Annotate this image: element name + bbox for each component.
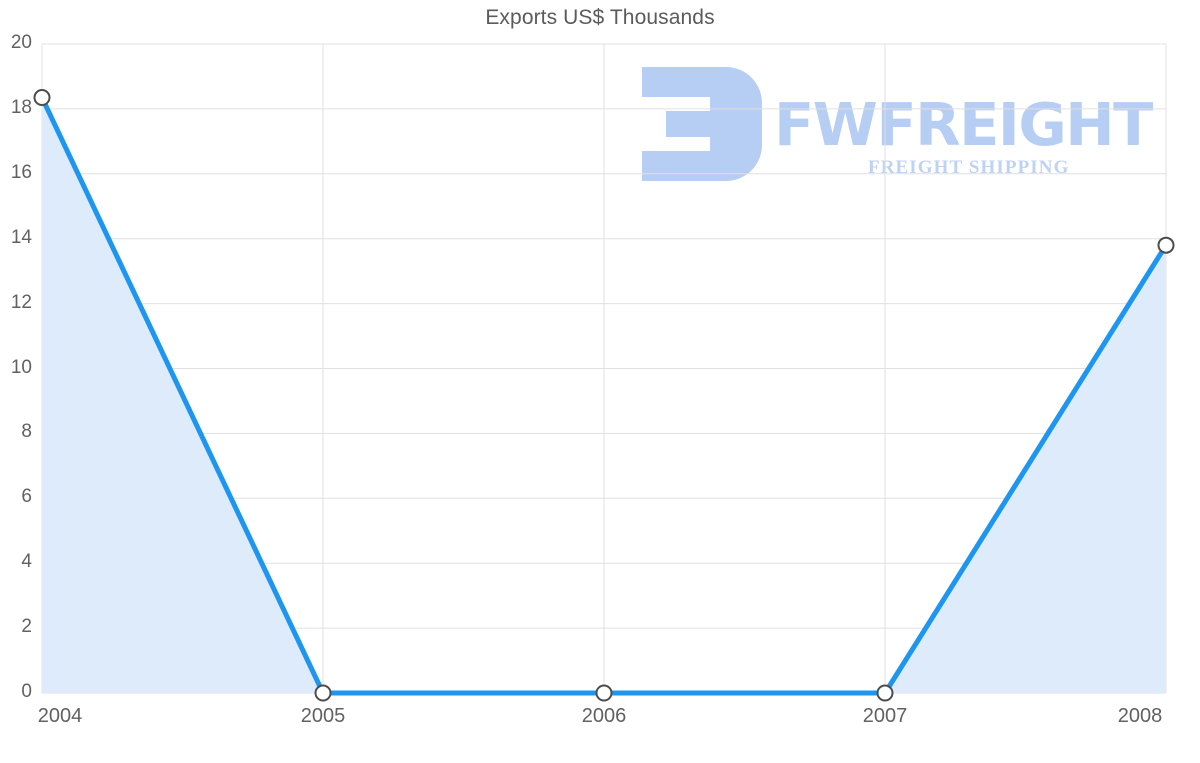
data-point-marker (876, 684, 894, 702)
x-axis-tick-label: 2006 (581, 705, 627, 727)
y-axis-tick-label: 12 (10, 291, 32, 313)
x-axis-tick-label: 2008 (1117, 705, 1163, 727)
data-point-marker (595, 684, 613, 702)
area-fill (42, 97, 1166, 694)
chart-title: Exports US$ Thousands (485, 6, 715, 29)
y-axis-tick-label: 6 (21, 486, 32, 508)
y-axis-tick-label: 10 (10, 356, 32, 378)
y-axis-tick-label: 0 (21, 681, 32, 702)
x-axis-tick-label: 2007 (862, 705, 908, 727)
data-point-marker (33, 89, 51, 107)
x-axis-tick-label: 2005 (300, 705, 346, 727)
area-fill-shape (42, 97, 1166, 694)
y-axis-tick-label: 20 (10, 32, 32, 53)
data-markers (33, 89, 1175, 702)
y-axis-tick-label: 18 (10, 96, 32, 118)
y-axis-tick-label: 14 (10, 226, 32, 248)
data-point-marker (314, 684, 332, 702)
y-axis-tick-label: 2 (21, 616, 32, 638)
x-axis-tick-label: 2004 (37, 705, 83, 727)
data-point-marker (1157, 236, 1175, 254)
y-axis-tick-label: 8 (21, 421, 32, 443)
y-axis-tick-label: 4 (21, 551, 32, 573)
y-axis-tick-label: 16 (10, 161, 32, 183)
